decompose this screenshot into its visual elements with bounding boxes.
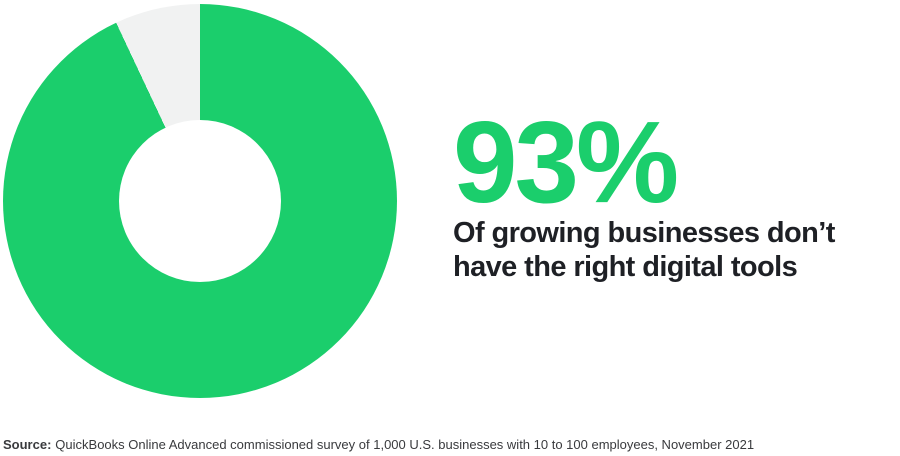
source-label: Source: — [3, 437, 52, 452]
stat-caption-line-2: have the right digital tools — [453, 251, 798, 283]
stat-value: 93% — [453, 97, 679, 227]
stat-block: 93% Of growing businesses don’t have the… — [453, 104, 873, 284]
source-note: Source: QuickBooks Online Advanced commis… — [3, 437, 754, 452]
stat-caption-line-1: Of growing businesses don’t — [453, 217, 835, 249]
donut-chart-hole — [119, 120, 281, 282]
donut-chart — [3, 4, 397, 398]
source-text: QuickBooks Online Advanced commissioned … — [55, 437, 755, 452]
stat-caption: Of growing businesses don’t have the rig… — [453, 216, 873, 284]
